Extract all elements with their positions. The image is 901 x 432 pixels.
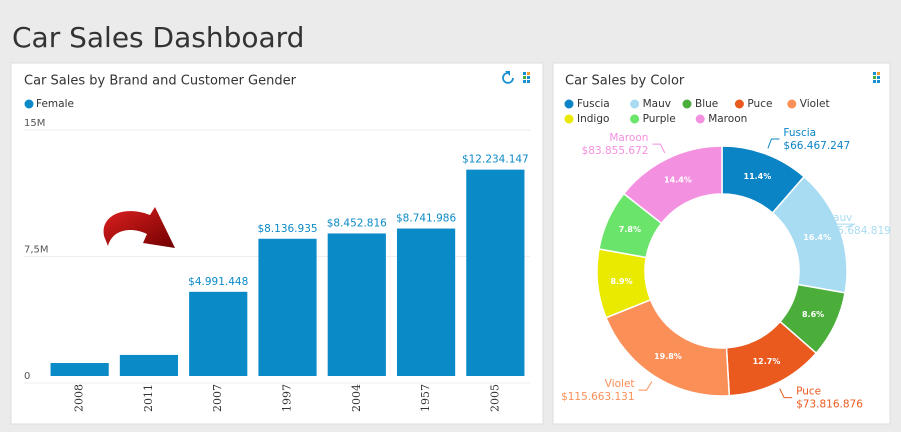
legend-label: Female [36, 98, 74, 110]
icon-cell [527, 72, 530, 75]
percent-label: 16.4% [803, 233, 831, 242]
x-tick-label: 1957 [419, 384, 432, 412]
bar [258, 238, 317, 376]
callout-line [638, 381, 653, 391]
x-tick-label: 2008 [73, 384, 86, 412]
x-tick-label: 2011 [142, 384, 155, 412]
grid-icon[interactable] [523, 72, 530, 83]
percent-label: 14.4% [664, 176, 692, 185]
bar [50, 363, 109, 376]
legend-swatch [734, 99, 744, 109]
value-label: $4.991.448 [188, 276, 248, 288]
callout-name: Mauv [824, 212, 852, 224]
value-label: $12.234.147 [462, 154, 529, 166]
icon-cell [523, 72, 526, 75]
percent-label: 12.7% [753, 357, 781, 366]
legend-swatch [695, 114, 705, 124]
callout-value: $83.855.672 [582, 145, 649, 157]
legend-swatch [630, 114, 640, 124]
legend-label: Maroon [708, 113, 747, 125]
dashboard-title: Car Sales Dashboard [12, 21, 304, 54]
icon-cell [523, 76, 526, 79]
icon-cell [877, 72, 880, 75]
refresh-icon[interactable] [502, 71, 514, 84]
x-tick-label: 2007 [211, 384, 224, 412]
bar [466, 169, 525, 376]
legend-label: Indigo [577, 113, 609, 125]
callout-value: $115.663.131 [561, 391, 634, 403]
value-label: $8.741.986 [396, 213, 456, 225]
chart-title: Car Sales by Brand and Customer Gender [24, 74, 297, 89]
callout-name: Maroon [609, 132, 648, 144]
callout-line [779, 388, 793, 399]
bar [327, 233, 386, 376]
icon-cell [527, 76, 530, 79]
value-label: $8.136.935 [257, 223, 317, 235]
bar [189, 291, 248, 376]
callout-value: $73.816.876 [796, 399, 863, 411]
donut-slice [622, 145, 723, 225]
legend-label: Violet [800, 98, 830, 110]
x-tick-label: 2005 [488, 384, 501, 412]
legend-swatch [24, 99, 34, 109]
arrow-decoration [103, 207, 175, 248]
legend-swatch [630, 99, 640, 109]
icon-cell [877, 80, 880, 83]
callout-value: $66.467.247 [783, 140, 850, 152]
icon-cell [873, 76, 876, 79]
legend-label: Blue [695, 98, 718, 110]
bar [396, 228, 456, 376]
legend-swatch [787, 99, 797, 109]
callout-name: Fuscia [783, 127, 816, 139]
legend-label: Mauv [643, 98, 671, 110]
value-label: $8.452.816 [327, 217, 387, 229]
legend-swatch [564, 114, 574, 124]
callout-name: Puce [796, 386, 821, 398]
icon-cell [527, 80, 530, 83]
legend-label: Purple [643, 113, 676, 125]
legend-label: Puce [747, 98, 772, 110]
refresh-arc [502, 72, 514, 84]
percent-label: 19.8% [654, 352, 682, 361]
grid-icon[interactable] [873, 72, 880, 83]
callout-line [767, 138, 780, 149]
legend-label: Fuscia [577, 98, 610, 110]
icon-cell [523, 80, 526, 83]
x-tick-label: 2004 [350, 384, 363, 412]
callout-line [652, 143, 666, 154]
legend-swatch [564, 99, 574, 109]
callout-value: $95.684.819 [824, 225, 891, 237]
percent-label: 7.8% [619, 225, 641, 234]
percent-label: 8.9% [610, 277, 632, 286]
percent-label: 11.4% [744, 172, 772, 181]
y-tick-label: 7,5M [24, 245, 49, 256]
y-tick-label: 0 [24, 371, 30, 382]
icon-cell [877, 76, 880, 79]
legend-swatch [682, 99, 692, 109]
refresh-head [505, 71, 510, 76]
chart-title: Car Sales by Color [565, 74, 685, 89]
callout-name: Violet [605, 378, 635, 390]
icon-cell [873, 80, 876, 83]
x-tick-label: 1997 [281, 384, 294, 412]
percent-label: 8.6% [802, 310, 824, 319]
callout-line [820, 223, 856, 228]
icon-cell [873, 72, 876, 75]
bar [119, 354, 179, 376]
y-tick-label: 15M [24, 118, 45, 129]
